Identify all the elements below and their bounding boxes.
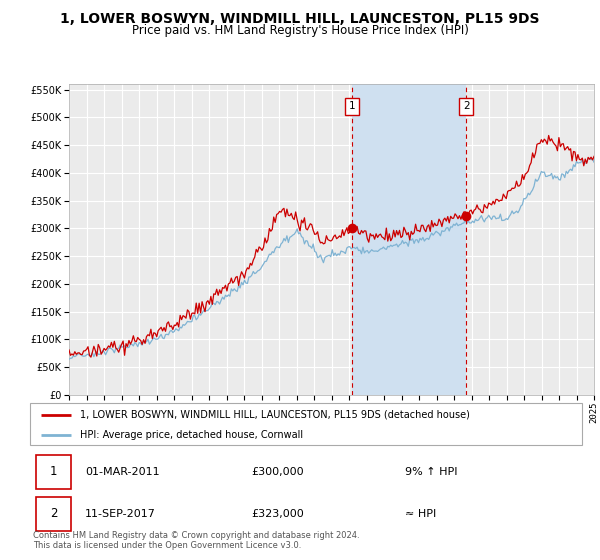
Text: 1, LOWER BOSWYN, WINDMILL HILL, LAUNCESTON, PL15 9DS (detached house): 1, LOWER BOSWYN, WINDMILL HILL, LAUNCEST… bbox=[80, 410, 470, 420]
Text: 11-SEP-2017: 11-SEP-2017 bbox=[85, 509, 156, 519]
Text: 2: 2 bbox=[50, 507, 57, 520]
FancyBboxPatch shape bbox=[35, 455, 71, 488]
Text: 01-MAR-2011: 01-MAR-2011 bbox=[85, 467, 160, 477]
Text: ≈ HPI: ≈ HPI bbox=[406, 509, 437, 519]
Text: 9% ↑ HPI: 9% ↑ HPI bbox=[406, 467, 458, 477]
Text: Contains HM Land Registry data © Crown copyright and database right 2024.
This d: Contains HM Land Registry data © Crown c… bbox=[33, 530, 359, 550]
Text: 1, LOWER BOSWYN, WINDMILL HILL, LAUNCESTON, PL15 9DS: 1, LOWER BOSWYN, WINDMILL HILL, LAUNCEST… bbox=[60, 12, 540, 26]
Text: £323,000: £323,000 bbox=[251, 509, 304, 519]
Text: HPI: Average price, detached house, Cornwall: HPI: Average price, detached house, Corn… bbox=[80, 430, 303, 440]
Text: Price paid vs. HM Land Registry's House Price Index (HPI): Price paid vs. HM Land Registry's House … bbox=[131, 24, 469, 36]
Text: £300,000: £300,000 bbox=[251, 467, 304, 477]
FancyBboxPatch shape bbox=[35, 497, 71, 531]
Text: 2: 2 bbox=[463, 101, 470, 111]
Bar bbox=[352, 84, 466, 395]
FancyBboxPatch shape bbox=[30, 403, 582, 445]
Text: 1: 1 bbox=[50, 465, 57, 478]
Text: 1: 1 bbox=[349, 101, 355, 111]
